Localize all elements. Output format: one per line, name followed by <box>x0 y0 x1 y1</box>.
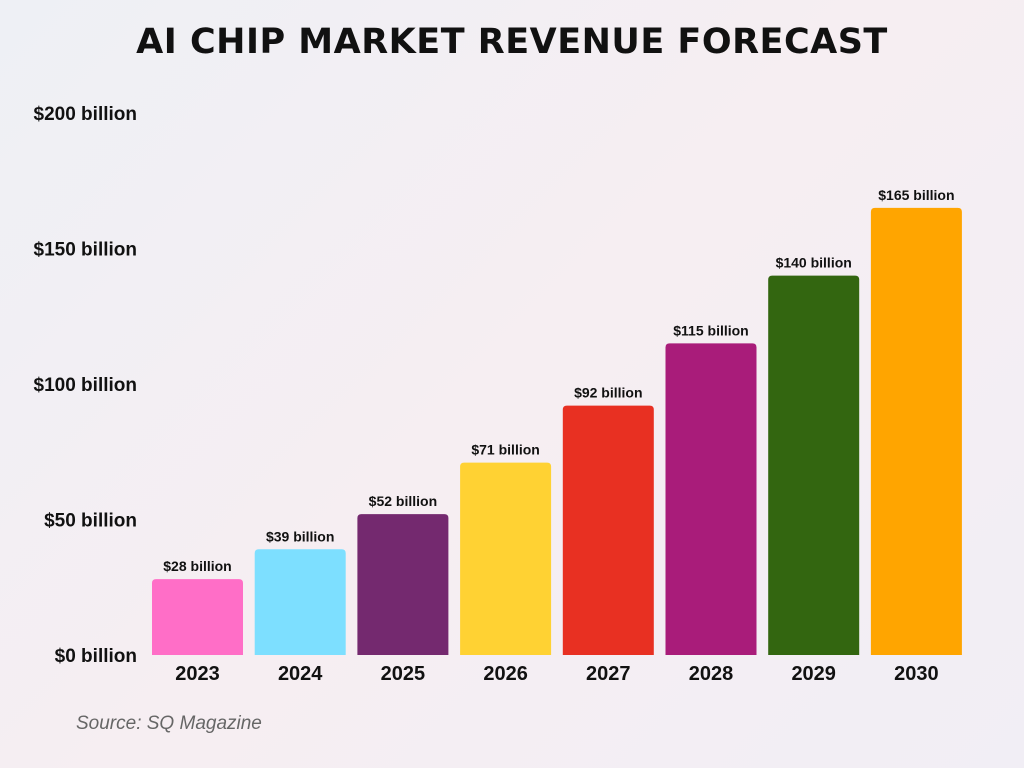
bar-2027 <box>562 405 654 655</box>
x-tick-label: 2024 <box>278 663 323 685</box>
x-tick-label: 2026 <box>483 663 528 685</box>
bar-2023 <box>152 579 243 655</box>
data-label: $165 billion <box>878 187 954 203</box>
bar-2029 <box>768 275 860 655</box>
x-tick-label: 2028 <box>689 663 734 685</box>
data-label: $140 billion <box>776 255 852 271</box>
bar-2026 <box>460 462 552 655</box>
y-tick-label: $150 billion <box>34 240 137 261</box>
data-label: $71 billion <box>471 442 539 458</box>
source-note: Source: SQ Magazine <box>76 713 262 734</box>
x-tick-label: 2025 <box>381 663 426 685</box>
x-tick-label: 2023 <box>175 663 220 685</box>
bar-2030 <box>870 207 962 655</box>
data-label: $28 billion <box>163 558 231 574</box>
y-tick-label: $100 billion <box>34 375 137 396</box>
y-tick-label: $200 billion <box>34 104 137 125</box>
x-tick-label: 2030 <box>894 663 939 685</box>
x-tick-label: 2027 <box>586 663 631 685</box>
data-label: $39 billion <box>266 528 334 544</box>
x-tick-label: 2029 <box>791 663 836 685</box>
y-tick-label: $0 billion <box>55 646 137 667</box>
bar-2025 <box>357 514 449 655</box>
data-label: $52 billion <box>369 493 437 509</box>
data-label: $92 billion <box>574 385 642 401</box>
data-label: $115 billion <box>673 322 748 338</box>
chart-title: AI CHIP MARKET REVENUE FORECAST <box>136 22 888 62</box>
y-tick-label: $50 billion <box>44 511 137 532</box>
bar-2024 <box>254 549 346 655</box>
bar-2028 <box>665 343 757 655</box>
